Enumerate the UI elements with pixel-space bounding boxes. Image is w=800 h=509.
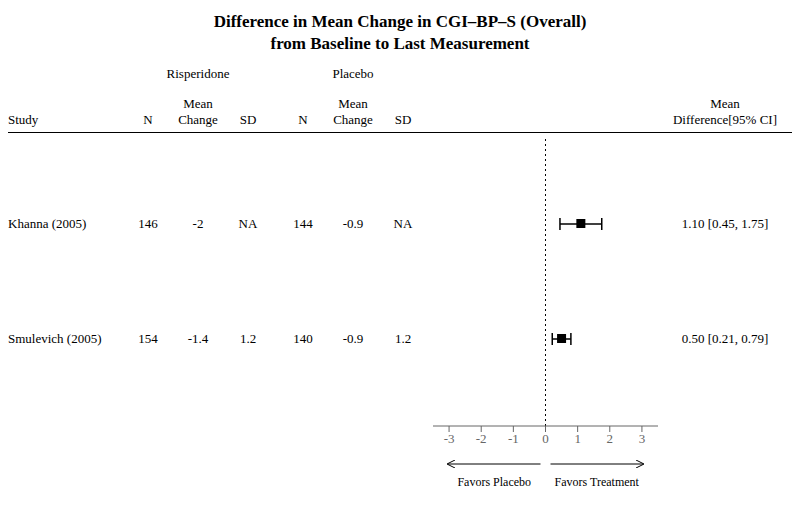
svg-text:-2: -2: [193, 216, 204, 231]
svg-text:146: 146: [138, 216, 158, 231]
svg-text:1.2: 1.2: [395, 331, 411, 346]
svg-text:-2: -2: [476, 431, 487, 446]
svg-text:-0.9: -0.9: [343, 331, 364, 346]
html-text:Mean Change: Mean Change: [178, 96, 218, 127]
svg-text:Smulevich (2005): Smulevich (2005): [8, 331, 102, 346]
html-text:N: N: [143, 112, 153, 127]
html-text:Mean Change: Mean Change: [333, 96, 373, 127]
svg-text:154: 154: [138, 331, 158, 346]
svg-text:140: 140: [293, 331, 313, 346]
html-text:Risperidone: Risperidone: [166, 66, 230, 81]
html-text:from Baseline to Last Measurem: from Baseline to Last Measurement: [270, 34, 530, 53]
svg-text:Favors Placebo: Favors Placebo: [457, 475, 531, 489]
svg-text:-1.4: -1.4: [188, 331, 209, 346]
svg-text:1.2: 1.2: [240, 331, 256, 346]
html-text:Study: Study: [8, 112, 39, 127]
svg-text:3: 3: [639, 431, 646, 446]
html-text:Placebo: Placebo: [332, 66, 374, 81]
svg-text:-0.9: -0.9: [343, 216, 364, 231]
svg-text:-3: -3: [444, 431, 455, 446]
html-text:SD: SD: [394, 112, 412, 127]
svg-text:2: 2: [607, 431, 614, 446]
html-text:N: N: [298, 112, 308, 127]
html-text:SD: SD: [239, 112, 257, 127]
svg-text:1: 1: [574, 431, 581, 446]
svg-text:1.10 [0.45, 1.75]: 1.10 [0.45, 1.75]: [682, 216, 769, 231]
svg-text:NA: NA: [239, 216, 258, 231]
svg-text:Khanna (2005): Khanna (2005): [8, 216, 86, 231]
svg-text:0.50 [0.21, 0.79]: 0.50 [0.21, 0.79]: [682, 331, 769, 346]
html-text:Difference in Mean Change in C: Difference in Mean Change in CGI–BP–S (O…: [213, 12, 587, 31]
svg-text:-1: -1: [508, 431, 519, 446]
svg-text:0: 0: [542, 431, 549, 446]
svg-text:Favors Treatment: Favors Treatment: [555, 475, 640, 489]
svg-text:NA: NA: [394, 216, 413, 231]
svg-text:144: 144: [293, 216, 313, 231]
html-text:Mean Difference[95% CI]: Mean Difference[95% CI]: [673, 96, 777, 127]
